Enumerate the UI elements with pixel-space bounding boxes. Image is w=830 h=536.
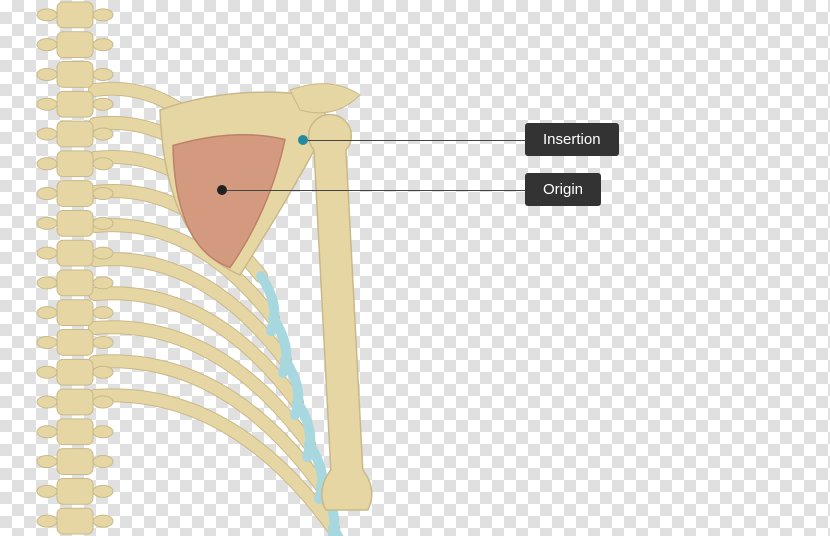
insertion-leader-line <box>303 140 525 141</box>
insertion-marker-dot <box>298 135 308 145</box>
anatomy-diagram <box>0 0 830 536</box>
origin-marker-dot <box>217 185 227 195</box>
origin-leader-line <box>222 190 525 191</box>
origin-label: Origin <box>525 173 601 206</box>
insertion-label: Insertion <box>525 123 619 156</box>
